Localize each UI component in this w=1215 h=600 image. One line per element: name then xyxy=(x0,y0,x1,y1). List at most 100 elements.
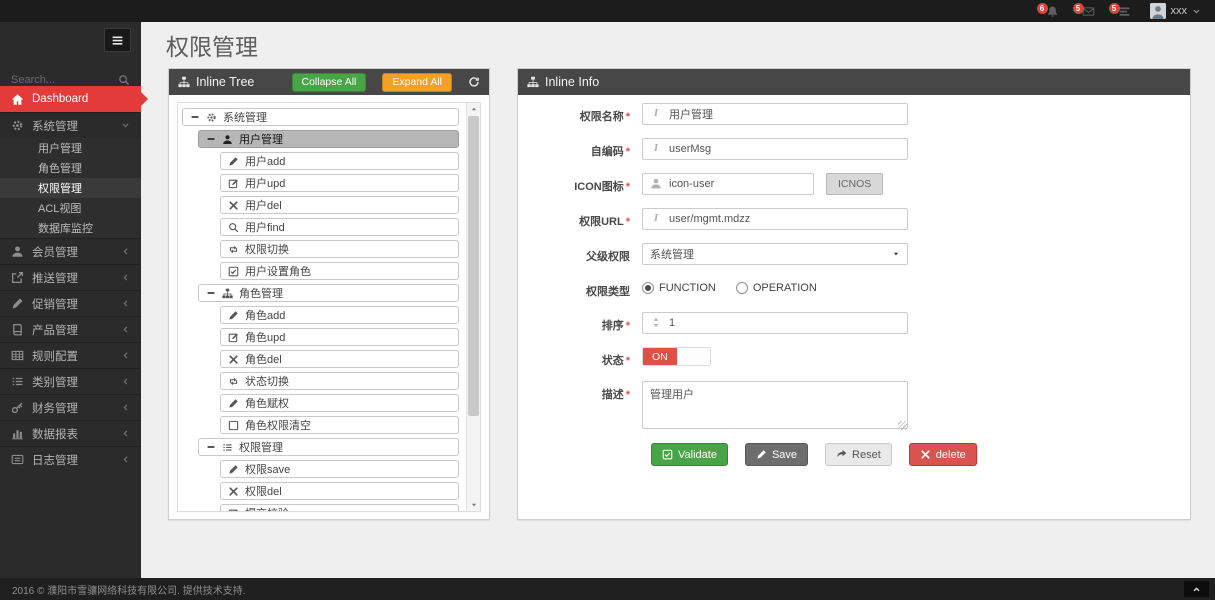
parent-permission-select[interactable]: 系统管理 xyxy=(642,243,908,265)
scroll-to-top-button[interactable] xyxy=(1184,581,1209,597)
validate-button[interactable]: Validate xyxy=(651,443,728,466)
check-square-icon xyxy=(228,266,239,277)
collapse-node-icon[interactable] xyxy=(206,134,216,144)
sidebar-item-members[interactable]: 会员管理 xyxy=(0,238,141,264)
tree-node[interactable]: 提交校验 xyxy=(220,504,459,511)
save-button[interactable]: Save xyxy=(744,443,809,466)
tree-node[interactable]: 系统管理 xyxy=(182,108,459,126)
user-menu[interactable]: xxx xyxy=(1149,3,1202,19)
search-icon xyxy=(228,222,239,233)
chevron-left-icon xyxy=(121,299,130,308)
tree-node[interactable]: 角色upd xyxy=(220,328,459,346)
scrollbar-thumb[interactable] xyxy=(468,116,479,416)
chevron-left-icon xyxy=(121,351,130,360)
text-cursor-icon: I xyxy=(653,212,659,224)
icnos-button[interactable]: ICNOS xyxy=(826,173,884,195)
tree-node[interactable]: 角色赋权 xyxy=(220,394,459,412)
tree-node[interactable]: 用户upd xyxy=(220,174,459,192)
tree-node-label: 角色del xyxy=(245,354,282,366)
check-square-icon xyxy=(662,449,673,460)
reset-button[interactable]: Reset xyxy=(825,443,892,466)
tree-node[interactable]: 用户管理 xyxy=(198,130,459,148)
sidebar-subitem-users[interactable]: 用户管理 xyxy=(0,138,141,158)
field-label-code: 自编码 * xyxy=(590,146,630,158)
expand-all-button[interactable]: Expand All xyxy=(382,72,452,92)
sort-input[interactable] xyxy=(642,312,908,334)
sidebar-item-promotion[interactable]: 促销管理 xyxy=(0,290,141,316)
permission-name-input[interactable] xyxy=(642,103,908,125)
sidebar-subitem-acl[interactable]: ACL视图 xyxy=(0,198,141,218)
tree-node[interactable]: 用户add xyxy=(220,152,459,170)
tree-node-label: 用户find xyxy=(245,222,285,234)
collapse-node-icon[interactable] xyxy=(206,442,216,452)
chevron-left-icon xyxy=(121,377,130,386)
tree-node[interactable]: 角色权限清空 xyxy=(220,416,459,434)
field-label-sort: 排序 * xyxy=(601,320,630,332)
tree-node[interactable]: 权限切换 xyxy=(220,240,459,258)
tasks-menu[interactable]: 5 xyxy=(1108,2,1131,19)
search-icon[interactable] xyxy=(118,74,130,86)
scrollbar-up-button[interactable] xyxy=(467,103,480,115)
resize-handle[interactable] xyxy=(898,421,907,430)
sidebar-subitem-permissions[interactable]: 权限管理 xyxy=(0,178,141,198)
sidebar-item-label: 数据报表 xyxy=(32,428,78,441)
tree-scrollbar[interactable] xyxy=(466,103,480,511)
radio-function[interactable]: FUNCTION xyxy=(642,282,716,294)
pencil-icon xyxy=(756,449,767,460)
avatar xyxy=(1149,3,1166,19)
messages-menu[interactable]: 5 xyxy=(1072,2,1095,19)
footer: 2016 © 濮阳市雪骧网络科技有限公司. 提供技术支持. xyxy=(0,578,1215,600)
refresh-icon[interactable] xyxy=(468,76,480,88)
sidebar-item-label: 规则配置 xyxy=(32,350,78,363)
text-cursor-icon: I xyxy=(653,142,659,154)
tree-node-label: 用户设置角色 xyxy=(245,266,311,278)
sidebar-item-dashboard[interactable]: Dashboard xyxy=(0,86,148,112)
delete-button[interactable]: delete xyxy=(908,443,977,466)
sidebar-item-products[interactable]: 产品管理 xyxy=(0,316,141,342)
status-toggle[interactable]: ON xyxy=(642,347,711,366)
sidebar-subitem-db-monitor[interactable]: 数据库监控 xyxy=(0,218,141,238)
collapse-node-icon[interactable] xyxy=(206,288,216,298)
selected-parent-value: 系统管理 xyxy=(650,249,694,261)
sidebar-item-categories[interactable]: 类别管理 xyxy=(0,368,141,394)
tree-node[interactable]: 状态切换 xyxy=(220,372,459,390)
toggle-off-area xyxy=(676,348,710,365)
tree-node[interactable]: 角色del xyxy=(220,350,459,368)
sidebar-item-label: 系统管理 xyxy=(32,120,78,133)
sidebar-toggle-button[interactable] xyxy=(104,28,131,52)
sidebar-item-system[interactable]: 系统管理 xyxy=(0,112,141,138)
tree-node[interactable]: 权限del xyxy=(220,482,459,500)
sidebar-item-label: Dashboard xyxy=(32,93,89,105)
sidebar-item-reports[interactable]: 数据报表 xyxy=(0,420,141,446)
permission-icon-input[interactable] xyxy=(642,173,814,195)
collapse-node-icon[interactable] xyxy=(190,112,200,122)
tree-node[interactable]: 权限save xyxy=(220,460,459,478)
inline-info-panel: Inline Info 权限名称* I 自编码* I ICON图标* ICNOS xyxy=(517,68,1191,520)
button-label: delete xyxy=(935,448,966,461)
notifications-menu[interactable]: 6 xyxy=(1036,2,1059,19)
tree-node[interactable]: 角色管理 xyxy=(198,284,459,302)
description-textarea[interactable]: 管理用户 xyxy=(642,381,908,429)
collapse-all-button[interactable]: Collapse All xyxy=(291,72,367,92)
sidebar-item-label: 数据库监控 xyxy=(38,223,93,235)
sidebar-subitem-roles[interactable]: 角色管理 xyxy=(0,158,141,178)
tree-node[interactable]: 用户设置角色 xyxy=(220,262,459,280)
permission-code-input[interactable] xyxy=(642,138,908,160)
chevron-left-icon xyxy=(121,247,130,256)
edit-icon xyxy=(228,508,239,511)
sidebar-item-logs[interactable]: 日志管理 xyxy=(0,446,141,472)
sidebar-item-push[interactable]: 推送管理 xyxy=(0,264,141,290)
chevron-left-icon xyxy=(121,429,130,438)
radio-operation[interactable]: OPERATION xyxy=(735,282,817,294)
sidebar-item-label: 类别管理 xyxy=(32,376,78,389)
tree-node[interactable]: 用户del xyxy=(220,196,459,214)
sidebar-item-finance[interactable]: 财务管理 xyxy=(0,394,141,420)
search-input[interactable] xyxy=(11,70,118,90)
tree-node[interactable]: 角色add xyxy=(220,306,459,324)
sidebar-item-rules[interactable]: 规则配置 xyxy=(0,342,141,368)
sidebar-item-label: 会员管理 xyxy=(32,246,78,259)
tree-node[interactable]: 权限管理 xyxy=(198,438,459,456)
tree-node[interactable]: 用户find xyxy=(220,218,459,236)
permission-url-input[interactable] xyxy=(642,208,908,230)
scrollbar-down-button[interactable] xyxy=(467,499,480,511)
